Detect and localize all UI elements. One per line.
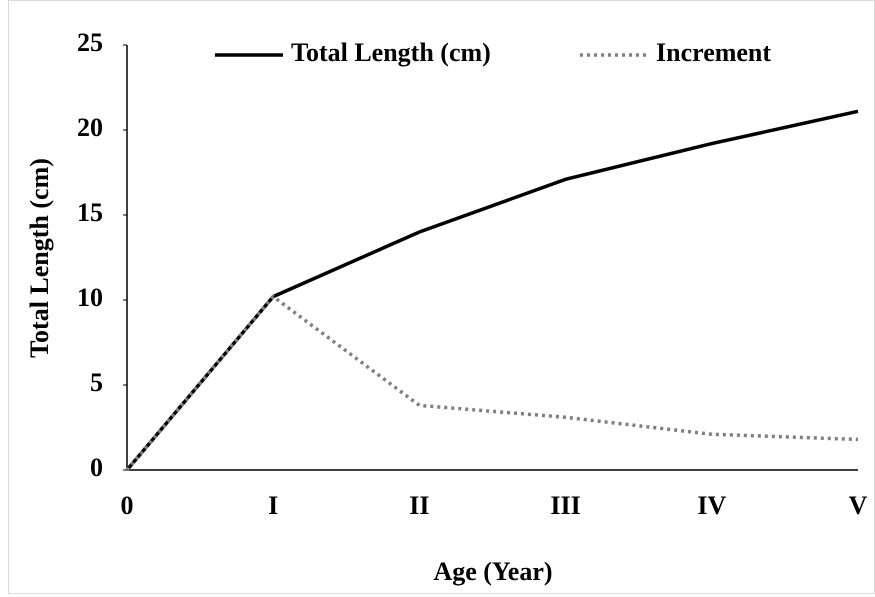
- chart-frame: [8, 0, 875, 594]
- y-tick-label: 5: [90, 368, 103, 397]
- x-axis-title: Age (Year): [433, 557, 552, 586]
- x-tick-label: II: [409, 491, 429, 520]
- y-tick-label: 15: [77, 198, 103, 227]
- x-tick-label: 0: [121, 491, 134, 520]
- y-tick-label: 25: [77, 28, 103, 57]
- x-tick-label: I: [268, 491, 278, 520]
- legend-label: Increment: [656, 38, 771, 67]
- x-tick-label: III: [550, 491, 580, 520]
- y-axis-title: Total Length (cm): [25, 158, 54, 358]
- x-tick-label: IV: [697, 491, 726, 520]
- y-tick-label: 10: [77, 283, 103, 312]
- series-line: [125, 294, 859, 472]
- y-tick-label: 0: [90, 453, 103, 482]
- y-tick-label: 20: [77, 113, 103, 142]
- x-tick-label: V: [849, 491, 868, 520]
- legend-label: Total Length (cm): [291, 38, 491, 67]
